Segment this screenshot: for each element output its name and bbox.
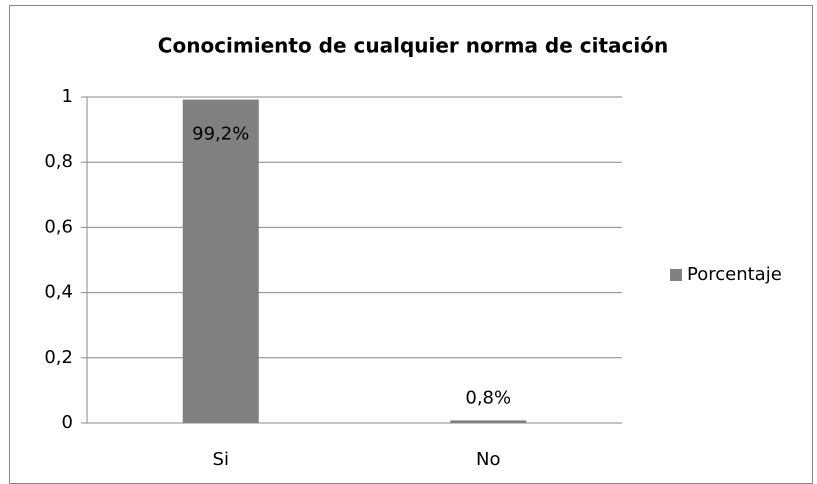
y-tick-label: 0 <box>62 412 73 433</box>
y-tick-label: 0,8 <box>44 151 73 172</box>
y-tick-label: 0,2 <box>44 347 73 368</box>
y-tick-label: 1 <box>62 86 73 107</box>
x-tick-label: No <box>476 449 500 470</box>
x-tick-label: Si <box>213 449 229 470</box>
chart-border <box>9 5 813 484</box>
chart-title: Conocimiento de cualquier norma de citac… <box>158 34 668 58</box>
y-tick-label: 0,4 <box>44 282 73 303</box>
legend-label: Porcentaje <box>687 264 782 285</box>
bar <box>182 99 259 423</box>
data-label: 0,8% <box>465 387 511 408</box>
legend-swatch <box>670 269 682 281</box>
data-label: 99,2% <box>192 124 249 145</box>
bar <box>450 420 527 423</box>
y-tick-label: 0,6 <box>44 216 73 237</box>
